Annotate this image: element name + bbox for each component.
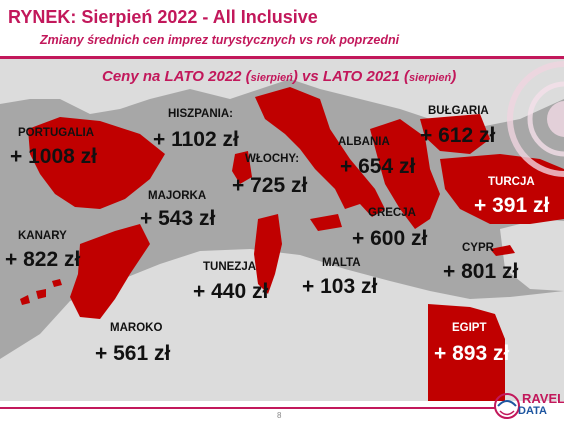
country-label-bulgaria: BUŁGARIA (428, 105, 489, 117)
spain-portugal-shape (28, 117, 165, 209)
top-divider (0, 56, 564, 59)
land-north-europe (0, 59, 564, 129)
country-label-tunezja: TUNEZJA (203, 261, 257, 273)
country-label-maroko: MAROKO (110, 322, 163, 334)
tunisia-shape (254, 214, 282, 294)
page-subtitle: Zmiany średnich cen imprez turystycznych… (40, 33, 400, 47)
egypt-shape (428, 304, 505, 401)
turkey-shape (440, 154, 564, 224)
canary-islands-shape (20, 279, 62, 305)
page-number: 8 (277, 411, 282, 420)
bottom-divider (0, 407, 495, 409)
decorative-circle (507, 61, 564, 177)
map-heading-month-2022: sierpień (250, 72, 293, 84)
mediterranean-map (0, 59, 564, 401)
price-change-kanary: + 822 zł (5, 248, 81, 271)
decorative-circle (527, 81, 564, 157)
country-label-egipt: EGIPT (452, 322, 487, 334)
price-change-bulgaria: + 612 zł (420, 124, 496, 147)
logo-text-data: DATA (518, 405, 547, 417)
country-label-wlochy: WŁOCHY: (245, 153, 300, 165)
country-label-hiszpania: HISZPANIA: (168, 108, 233, 120)
logo-text-travel: RAVEL (522, 391, 564, 406)
sicily-shape (310, 214, 342, 231)
price-change-malta: + 103 zł (302, 275, 378, 298)
country-label-malta: MALTA (322, 257, 361, 269)
morocco-shape (70, 224, 150, 319)
price-change-majorka: + 543 zł (140, 207, 216, 230)
travel-data-logo-icon (494, 393, 520, 419)
country-label-albania: ALBANIA (338, 136, 390, 148)
price-change-grecja: + 600 zł (352, 227, 428, 250)
price-change-cypr: + 801 zł (443, 260, 519, 283)
price-change-portugalia: + 1008 zł (10, 145, 97, 168)
map-heading-text-3: ) (451, 68, 457, 85)
country-label-kanary: KANARY (18, 230, 67, 242)
land-middle-east (500, 219, 564, 291)
cyprus-shape (490, 245, 515, 256)
price-change-egipt: + 893 zł (434, 342, 510, 365)
page-title: RYNEK: Sierpień 2022 - All Inclusive (8, 7, 318, 27)
map-heading-text-2: ) vs LATO 2021 ( (292, 68, 410, 85)
country-label-portugalia: PORTUGALIA (18, 127, 95, 139)
country-label-cypr: CYPR (462, 242, 494, 254)
balkans-shape (370, 119, 440, 229)
country-label-grecja: GRECJA (368, 207, 416, 219)
country-label-turcja: TURCJA (488, 176, 535, 188)
header: RYNEK: Sierpień 2022 - All Inclusive Zmi… (0, 0, 564, 58)
decorative-circle (547, 101, 564, 137)
price-change-maroko: + 561 zł (95, 342, 171, 365)
sardinia-shape (232, 151, 252, 184)
map-heading-month-2021: sierpień (409, 72, 452, 84)
country-label-majorka: MAJORKA (148, 190, 207, 202)
price-change-turcja: + 391 zł (474, 194, 550, 217)
map-graphic (0, 59, 564, 401)
price-change-tunezja: + 440 zł (193, 280, 269, 303)
bulgaria-shape (420, 114, 490, 154)
map-heading-text-1: Ceny na LATO 2022 ( (102, 68, 251, 85)
price-change-wlochy: + 725 zł (232, 174, 308, 197)
price-change-hiszpania: + 1102 zł (153, 128, 239, 151)
land-north-africa (0, 249, 564, 401)
map-heading: Ceny na LATO 2022 (sierpień) vs LATO 202… (102, 68, 456, 85)
price-change-albania: + 654 zł (340, 155, 416, 178)
italy-shape (255, 87, 385, 217)
